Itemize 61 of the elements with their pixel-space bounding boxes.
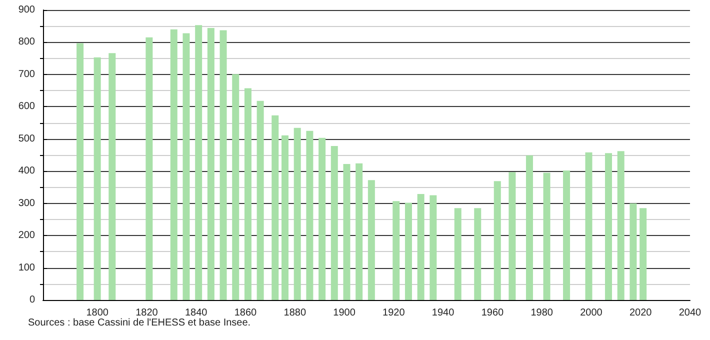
bar <box>585 152 592 300</box>
bar <box>108 53 116 300</box>
bar <box>272 115 279 300</box>
bar <box>195 25 202 300</box>
bar <box>526 155 533 300</box>
x-tick-label: 1840 <box>184 308 208 318</box>
x-tick-label: 2020 <box>629 308 652 318</box>
y-tick-label: 800 <box>18 36 36 48</box>
bar <box>392 201 400 300</box>
x-tick-label: 2000 <box>580 308 603 318</box>
bar <box>474 208 482 300</box>
bar <box>182 33 190 300</box>
bar <box>220 30 227 300</box>
x-tick-label: 1960 <box>481 308 504 318</box>
bar <box>76 43 84 300</box>
x-tick-label: 1820 <box>136 308 158 318</box>
x-tick-label: 1940 <box>432 308 455 318</box>
y-tick-label: 0 <box>29 294 36 306</box>
bar <box>244 88 252 300</box>
bar <box>417 194 424 300</box>
bar <box>207 28 214 300</box>
x-tick-label: 1880 <box>284 308 306 318</box>
x-tick-label: 1800 <box>86 308 109 318</box>
bar <box>232 74 240 300</box>
bar <box>170 29 178 300</box>
bar <box>508 172 516 300</box>
bar <box>605 153 612 300</box>
x-tick-label: 1900 <box>333 308 356 318</box>
y-tick-label: 400 <box>18 166 36 177</box>
y-tick-label: 600 <box>18 101 36 112</box>
x-tick-label: 1860 <box>234 308 258 318</box>
source-note: Sources : base Cassini de l'EHESS et base Insee. <box>28 318 251 328</box>
bar <box>404 202 412 300</box>
bar <box>640 208 647 300</box>
bar <box>630 203 637 300</box>
bar <box>543 172 550 300</box>
bar <box>617 151 624 300</box>
bar <box>343 164 350 300</box>
bar <box>146 37 153 300</box>
bar <box>94 57 101 300</box>
bar <box>494 181 501 300</box>
bar <box>356 163 363 300</box>
x-tick-label: 1980 <box>530 308 554 318</box>
y-tick-label: 900 <box>18 4 36 16</box>
bar <box>368 180 375 300</box>
x-tick-label: 2040 <box>678 308 702 318</box>
y-tick-label: 300 <box>18 198 36 209</box>
bar <box>294 128 301 300</box>
y-tick-label: 500 <box>18 133 36 144</box>
bar <box>430 195 437 300</box>
y-tick-label: 200 <box>18 230 36 242</box>
y-tick-label: 100 <box>18 262 36 274</box>
bar <box>306 130 314 300</box>
bar <box>256 100 264 300</box>
y-tick-label: 700 <box>18 68 36 80</box>
bar <box>282 135 289 300</box>
bar <box>330 146 338 300</box>
bar <box>563 170 570 300</box>
bar <box>454 208 462 300</box>
x-tick-label: 1920 <box>382 308 406 318</box>
bar <box>318 138 326 300</box>
